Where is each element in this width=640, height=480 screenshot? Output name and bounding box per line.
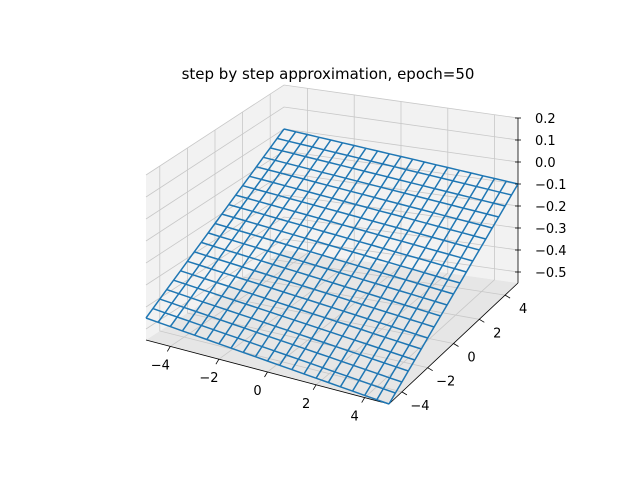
wireframe-col-line [303,164,437,375]
y-tick-label: 4 [519,302,527,317]
wireframe-row-line [221,213,461,284]
wireframe-col-line [291,161,426,371]
wireframe-row-line [263,156,499,218]
x-gridline [218,94,355,360]
wireframe-row-line [276,137,512,196]
wireframe-row-line [242,184,480,251]
wireframe-row-line [235,194,474,262]
z-gridline [145,106,519,198]
y-tick-mark [504,294,511,299]
wireframe-col-line [315,167,449,379]
x-gridline [170,88,308,347]
z-tick-label: −0.2 [535,200,567,215]
z-gridline [145,84,519,176]
z-tick-label: −0.1 [535,178,567,193]
z-tick-label: −0.4 [535,244,567,259]
wireframe-col-line [266,156,402,362]
x-tick-label: 2 [302,397,310,412]
x-tick-label: 0 [253,384,261,399]
floor-pane [146,250,518,404]
wireframe-col-line [278,158,414,366]
wireframe-row-line [256,166,493,229]
z-gridline [145,172,519,264]
axes-panes [146,85,518,404]
y-tick-mark [427,367,433,372]
y-gridline [159,166,402,393]
x-tick-mark [312,384,317,391]
x-tick-mark [215,358,220,365]
tick-group: −4 −2 0 2 4 −4 −2 0 2 4 −0.5 −0.4 −0.3 −0.2 −0.1 0.0 0.1… [151,112,567,425]
y-tick-label: −2 [436,375,455,390]
y-gridline [242,112,480,320]
wireframe-row-line [249,175,486,240]
z-tick-label: 0.1 [535,134,556,149]
z-tick-label: −0.3 [535,222,567,237]
y-tick-label: 0 [467,351,475,366]
wireframe-col-line [364,178,496,396]
y-gridline [214,130,454,344]
wireframe-surface [145,128,519,405]
x-tick-mark [166,346,171,352]
wireframe-row-line [283,128,519,185]
wireframe-col-line [388,183,519,405]
wireframe-col-line [376,180,507,401]
wireframe-col-line [351,175,484,392]
z-gridline [145,238,519,330]
wireframe-col-line [339,172,472,388]
y-tick-mark [479,318,485,323]
x-tick-label: 4 [351,410,359,425]
chart-title: step by step approximation, epoch=50 [182,65,475,83]
x-gridline [315,108,449,386]
x-tick-label: −2 [199,371,218,386]
z-tick-label: −0.5 [535,266,567,281]
z-tick-label: 0.2 [535,112,556,127]
wireframe-col-line [327,169,461,383]
wireframe-row-line [270,147,506,207]
y-tick-label: −4 [410,399,429,414]
y-gridline [186,148,428,369]
z-tick-label: 0.0 [535,156,556,171]
x-tick-label: −4 [151,358,170,373]
x-tick-mark [264,371,268,378]
y-tick-label: 2 [493,326,501,341]
y-tick-mark [453,343,459,347]
wireframe-row-line [228,203,467,273]
x-tick-mark [361,397,366,403]
y-tick-mark [401,391,408,396]
